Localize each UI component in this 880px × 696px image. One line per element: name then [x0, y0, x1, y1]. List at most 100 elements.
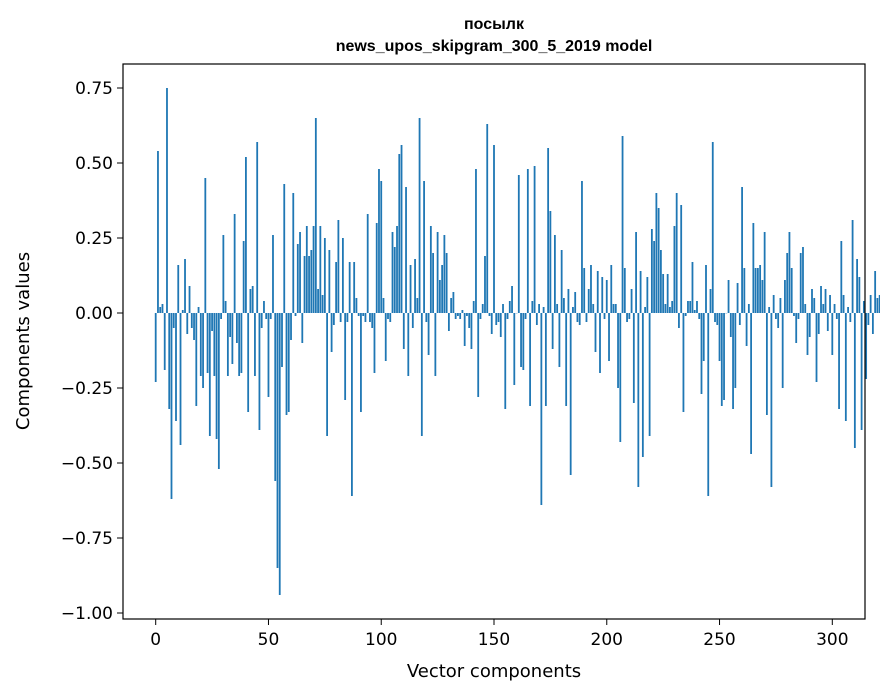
bar-306	[844, 313, 847, 421]
bar-264	[750, 313, 752, 454]
bar-36	[235, 313, 238, 343]
bar-63	[296, 244, 299, 313]
bar-58	[285, 313, 288, 415]
bar-289	[806, 313, 809, 355]
bar-138	[466, 313, 468, 316]
bar-225	[662, 274, 665, 313]
y-tick-label: −0.75	[61, 529, 113, 549]
bar-307	[847, 307, 849, 313]
y-tick-label: −1.00	[61, 604, 113, 624]
bar-19	[197, 307, 200, 313]
bar-114	[411, 313, 414, 328]
bar-83	[341, 238, 344, 313]
bar-28	[217, 313, 220, 469]
x-tick-label: 50	[258, 630, 280, 650]
bar-142	[475, 169, 477, 313]
bar-177	[553, 235, 556, 313]
bar-143	[477, 313, 480, 397]
bar-100	[380, 181, 383, 313]
bar-254	[727, 280, 730, 313]
bar-299	[829, 295, 831, 313]
bar-89	[355, 298, 358, 313]
x-axis-ticks: 0 50 100 150 200 250 300	[150, 619, 849, 650]
bar-320	[876, 298, 879, 313]
y-tick-label: 0.00	[75, 304, 113, 324]
bar-37	[238, 313, 241, 376]
bar-290	[808, 313, 811, 337]
bar-270	[763, 232, 766, 313]
bar-149	[490, 313, 493, 334]
bar-252	[723, 313, 725, 400]
bar-102	[384, 313, 387, 361]
bar-251	[720, 313, 723, 406]
bar-216	[641, 313, 644, 457]
bar-300	[831, 313, 834, 355]
bar-6	[168, 313, 171, 409]
bar-72	[317, 289, 319, 313]
bar-32	[226, 313, 229, 376]
bar-304	[840, 241, 843, 313]
bar-201	[608, 313, 610, 361]
bar-25	[211, 313, 213, 331]
bar-168	[533, 166, 536, 313]
bar-246	[709, 289, 712, 313]
bar-221	[653, 241, 656, 313]
bar-121	[427, 313, 430, 355]
bar-292	[813, 298, 816, 313]
bar-76	[326, 313, 328, 436]
bar-1	[157, 151, 159, 313]
bar-166	[529, 313, 531, 406]
bar-186	[574, 292, 577, 313]
bar-295	[820, 286, 822, 313]
bar-239	[693, 310, 696, 313]
bar-47	[260, 313, 263, 328]
bar-73	[319, 226, 322, 313]
bar-213	[635, 232, 637, 313]
bar-228	[669, 307, 671, 313]
bar-248	[714, 313, 716, 322]
bar-27	[215, 313, 218, 439]
bar-308	[849, 313, 852, 322]
x-tick-label: 100	[365, 630, 397, 650]
x-tick-label: 250	[703, 630, 735, 650]
bar-60	[290, 313, 292, 340]
y-axis-ticks: 0.75 0.50 0.25 0.00 −0.25 −0.50 −0.75 −1.00	[61, 79, 123, 624]
bar-214	[637, 313, 640, 487]
bar-267	[756, 268, 759, 313]
bar-113	[409, 265, 412, 313]
bar-164	[524, 313, 527, 319]
bar-155	[504, 313, 507, 409]
bar-271	[765, 313, 768, 415]
bar-211	[630, 289, 633, 313]
bar-124	[434, 313, 437, 376]
bar-249	[716, 313, 719, 325]
bar-146	[484, 256, 486, 313]
bar-284	[795, 313, 798, 343]
bar-79	[332, 313, 335, 325]
bar-247	[711, 142, 714, 313]
bar-96	[371, 313, 374, 328]
bar-34	[231, 313, 234, 364]
y-tick-label: −0.25	[61, 379, 113, 399]
bar-131	[450, 298, 453, 313]
bar-279	[784, 280, 786, 313]
bar-26	[213, 313, 216, 376]
bar-209	[626, 313, 628, 322]
bar-128	[443, 235, 446, 313]
bar-129	[445, 253, 448, 313]
bar-223	[657, 208, 660, 313]
bar-14	[186, 313, 189, 334]
y-tick-label: 0.50	[75, 154, 113, 174]
bar-75	[323, 238, 326, 313]
bar-206	[619, 313, 622, 442]
bar-187	[576, 313, 579, 322]
bar-205	[617, 313, 619, 388]
bar-174	[547, 148, 550, 313]
bar-207	[621, 136, 624, 313]
bar-178	[556, 304, 559, 313]
bar-288	[804, 304, 807, 313]
bar-69	[310, 250, 313, 313]
bar-126	[438, 280, 441, 313]
bar-189	[581, 181, 583, 313]
